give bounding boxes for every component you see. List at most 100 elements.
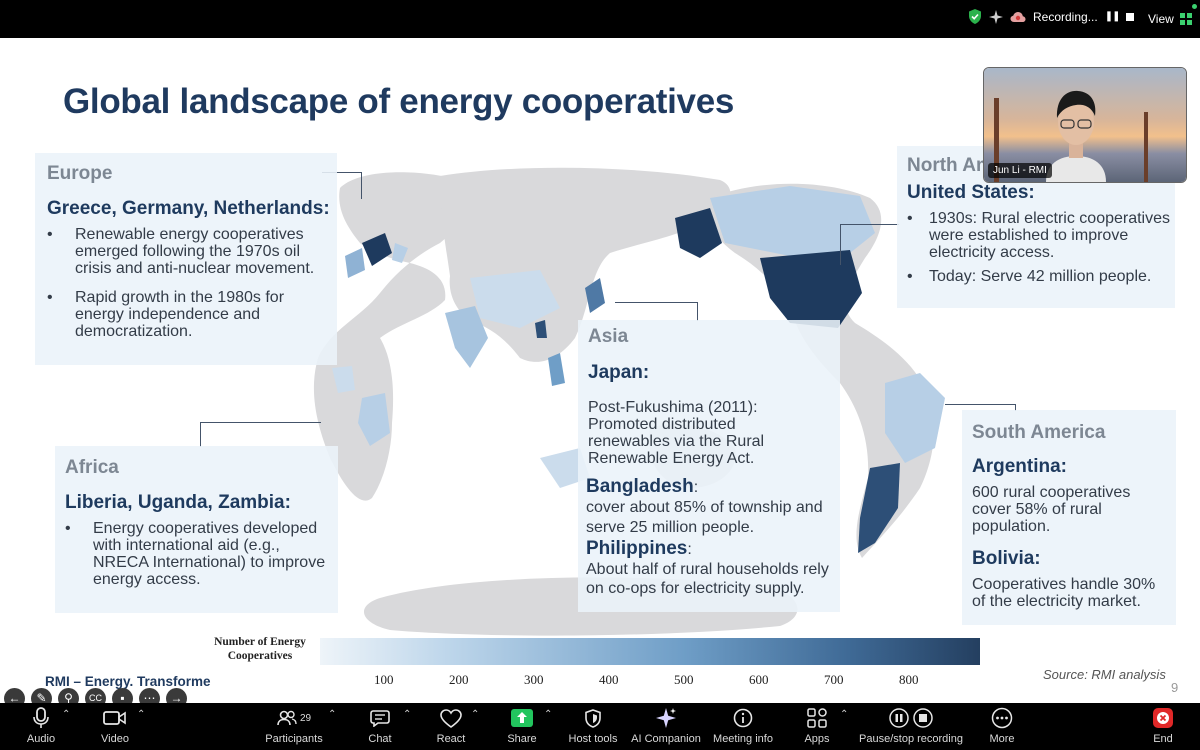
europe-callout: Europe Greece, Germany, Netherlands: Ren… — [35, 153, 337, 365]
list-item: Today: Serve 42 million people. — [907, 268, 1175, 285]
video-options-chevron-icon[interactable]: ⌃ — [137, 709, 146, 720]
shield-icon — [585, 708, 601, 728]
legend-title: Number of Energy Cooperatives — [214, 636, 306, 662]
ai-sparkle-icon — [656, 708, 676, 728]
heart-icon — [440, 708, 462, 728]
africa-connector — [200, 422, 321, 447]
legend-color-bar — [320, 638, 980, 665]
shield-check-icon — [969, 9, 981, 24]
participants-button[interactable]: 29 Participants — [262, 703, 326, 750]
meeting-info-button[interactable]: Meeting info — [712, 703, 774, 750]
participants-options-chevron-icon[interactable]: ⌃ — [328, 709, 337, 720]
status-dot — [1192, 4, 1197, 9]
africa-region-label: Africa — [65, 457, 119, 478]
pause-recording-label[interactable]: Pause/stop recording — [859, 733, 963, 745]
philippines-label: Philippines — [586, 538, 688, 559]
south-america-region-label: South America — [972, 422, 1106, 443]
react-button[interactable]: React — [432, 703, 470, 750]
video-button[interactable]: Video — [96, 703, 134, 750]
ai-companion-button[interactable]: AI Companion — [631, 703, 701, 750]
react-label[interactable]: React — [436, 733, 466, 745]
video-label[interactable]: Video — [101, 733, 129, 745]
bangladesh-label: Bangladesh — [586, 476, 694, 497]
pause-recording-icon[interactable]: ❚❚ — [1104, 11, 1121, 22]
bridge-tower — [1144, 112, 1148, 182]
slide-controls: ← ✎ ⚲ CC ▪ ⋯ → — [0, 683, 214, 703]
stop-recording-icon[interactable] — [1126, 12, 1135, 21]
participant-name: Jun Li - RMI — [988, 163, 1052, 178]
info-icon — [733, 708, 753, 728]
share-button[interactable]: Share — [504, 703, 540, 750]
grid-view-icon — [1179, 13, 1192, 25]
share-options-chevron-icon[interactable]: ⌃ — [544, 709, 553, 720]
europe-connector — [322, 172, 362, 199]
asia-connector — [615, 302, 698, 321]
africa-bullets: Energy cooperatives developed with inter… — [65, 520, 338, 588]
chat-options-chevron-icon[interactable]: ⌃ — [403, 709, 412, 720]
audio-options-chevron-icon[interactable]: ⌃ — [62, 709, 71, 720]
bolivia-text: Cooperatives handle 30% of the electrici… — [972, 576, 1156, 610]
pause-stop-recording-button[interactable]: Pause/stop recording — [859, 703, 963, 750]
legend-tick-label: 100 — [374, 672, 394, 687]
list-item: Energy cooperatives developed with inter… — [65, 520, 338, 588]
legend-tick-label: 700 — [824, 672, 844, 687]
world-map — [313, 167, 945, 636]
share-screen-icon — [511, 709, 533, 727]
argentina-text: 600 rural cooperatives cover 58% of rura… — [972, 484, 1131, 535]
microphone-icon — [33, 707, 49, 728]
pen-icon[interactable]: ✎ — [31, 687, 52, 703]
more-icon — [991, 707, 1013, 729]
audio-button[interactable]: Audio — [22, 703, 60, 750]
europe-region-label: Europe — [47, 163, 113, 184]
apps-button[interactable]: Apps — [800, 703, 834, 750]
europe-countries: Greece, Germany, Netherlands: — [47, 198, 330, 219]
next-slide-icon[interactable]: → — [166, 687, 187, 703]
end-label[interactable]: End — [1153, 733, 1173, 745]
search-icon[interactable]: ⚲ — [58, 687, 79, 703]
end-call-icon — [1153, 708, 1173, 728]
previous-slide-icon[interactable]: ← — [4, 687, 25, 703]
japan-label: Japan: — [588, 362, 650, 383]
more-label[interactable]: More — [989, 733, 1015, 745]
ai-companion-label[interactable]: AI Companion — [631, 733, 701, 745]
audio-label[interactable]: Audio — [26, 733, 56, 745]
north-america-connector — [840, 224, 899, 265]
participants-label[interactable]: Participants — [265, 733, 323, 745]
bridge-tower — [994, 98, 999, 182]
list-item: Renewable energy cooperatives emerged fo… — [47, 226, 337, 277]
end-button[interactable]: End — [1150, 703, 1176, 750]
africa-callout: Africa Liberia, Uganda, Zambia: Energy c… — [55, 446, 338, 613]
apps-options-chevron-icon[interactable]: ⌃ — [840, 709, 849, 720]
share-label[interactable]: Share — [507, 733, 537, 745]
meeting-top-bar: Recording... ❚❚ View — [0, 0, 1200, 38]
cloud-record-icon — [1010, 11, 1026, 22]
view-label[interactable]: View — [1148, 12, 1174, 26]
chat-label[interactable]: Chat — [368, 733, 392, 745]
more-button[interactable]: More — [986, 703, 1018, 750]
legend-tick-label: 300 — [524, 672, 544, 687]
argentina-label: Argentina: — [972, 456, 1067, 477]
map-shaded-countries — [332, 186, 945, 553]
participant-video[interactable]: Jun Li - RMI — [983, 67, 1187, 183]
apps-label[interactable]: Apps — [804, 733, 830, 745]
host-tools-button[interactable]: Host tools — [566, 703, 620, 750]
camera-icon[interactable]: ▪ — [112, 687, 133, 703]
view-menu[interactable]: View — [1148, 12, 1192, 26]
participants-icon — [277, 710, 297, 726]
more-options-icon[interactable]: ⋯ — [139, 687, 160, 703]
page-number: 9 — [1171, 680, 1179, 695]
captions-icon[interactable]: CC — [85, 687, 106, 703]
legend-tick-label: 200 — [449, 672, 469, 687]
host-tools-label[interactable]: Host tools — [568, 733, 618, 745]
react-options-chevron-icon[interactable]: ⌃ — [471, 709, 480, 720]
meeting-info-label[interactable]: Meeting info — [713, 733, 773, 745]
chat-button[interactable]: Chat — [362, 703, 398, 750]
meeting-toolbar: Audio ⌃ Video ⌃ 29 Participants ⌃ Chat ⌃… — [0, 703, 1200, 750]
bangladesh-text: cover about 85% of township and serve 25… — [586, 499, 823, 536]
chat-icon — [370, 710, 390, 727]
africa-countries: Liberia, Uganda, Zambia: — [65, 492, 291, 513]
asia-region-label: Asia — [588, 326, 629, 347]
source-note: Source: RMI analysis — [1043, 667, 1166, 682]
asia-callout: Asia Japan: Post-Fukushima (2011): Promo… — [578, 320, 840, 612]
participant-silhouette — [1046, 90, 1106, 182]
